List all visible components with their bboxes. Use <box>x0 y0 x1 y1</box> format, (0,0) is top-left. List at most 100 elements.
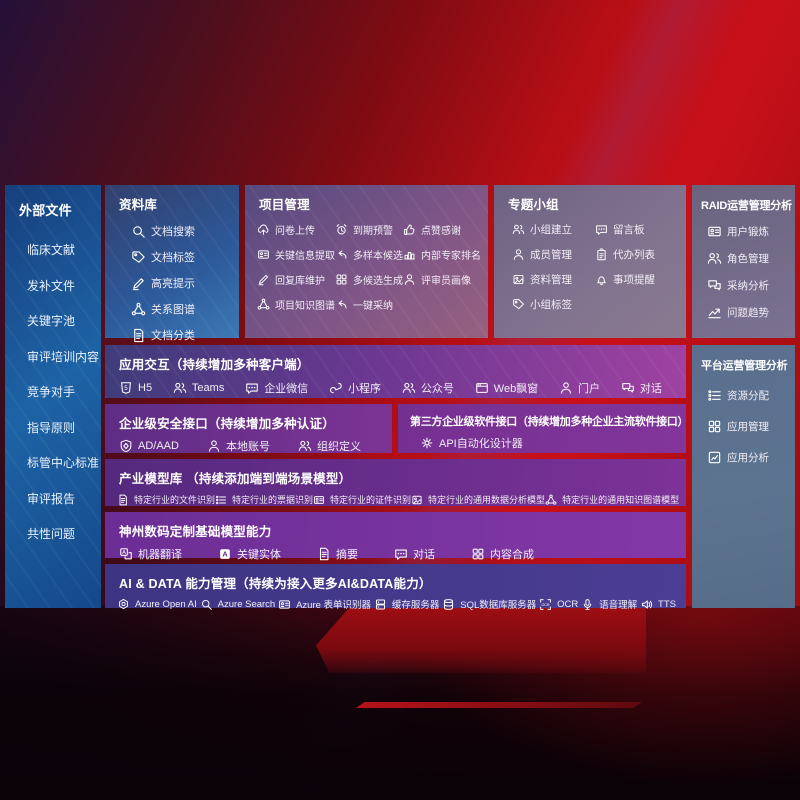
base-model-row: 神州数码定制基础模型能力 机器翻译 关键实体 摘要 对话 内容合成 <box>105 512 686 561</box>
list-item: 多样本候选 <box>335 247 403 262</box>
row-title: AI & DATA 能力管理（持续为接入更多AI&DATA能力） <box>119 577 432 591</box>
window-icon <box>475 381 489 395</box>
db-icon <box>442 598 455 611</box>
list-item: H5 <box>119 381 152 395</box>
list-item: 应用分析 <box>707 450 795 465</box>
list-item: 机器翻译 <box>119 546 182 562</box>
list-item: 特定行业的文件识别 <box>117 493 215 506</box>
sidebar-item: 关键字池 <box>27 314 76 328</box>
list-item: 一键采纳 <box>335 297 403 312</box>
doc-icon <box>131 328 146 343</box>
list-item: Azure Search <box>200 598 275 611</box>
search-icon <box>200 598 213 611</box>
list-item: 组织定义 <box>298 438 361 454</box>
list-item: TTS <box>640 598 676 611</box>
row-title: 应用交互（持续增加多种客户端） <box>119 358 310 372</box>
reply-icon <box>335 298 348 311</box>
list-item: 点赞感谢 <box>403 222 481 237</box>
list-item: 多候选生成 <box>335 272 403 287</box>
row-title: 产业模型库 （持续添加端到端场景模型） <box>119 472 352 486</box>
search-icon <box>131 224 146 239</box>
list-item: API自动化设计器 <box>420 435 523 451</box>
list-item: 特定行业的证件识别 <box>313 493 411 506</box>
abox-icon <box>218 547 232 561</box>
grid-icon <box>707 419 722 434</box>
grid-icon <box>471 547 485 561</box>
chat-icon <box>595 223 608 236</box>
grid-icon <box>335 273 348 286</box>
card-icon <box>313 494 325 506</box>
chartbox-icon <box>707 450 722 465</box>
list-item: 企业微信 <box>245 380 308 396</box>
topic-group-panel: 专题小组 小组建立 留言板 成员管理 代办列表 资料管理 <box>494 185 686 338</box>
h5-icon <box>119 381 133 395</box>
list-item: 内部专家排名 <box>403 247 481 262</box>
list-item: 语音理解 <box>581 597 637 611</box>
chat2-icon <box>621 381 635 395</box>
card-icon <box>707 224 722 239</box>
curve-icon <box>329 381 343 395</box>
panel-title: 资料库 <box>119 198 158 212</box>
sidebar-item: 发补文件 <box>27 278 76 293</box>
list-item: 小程序 <box>329 380 381 396</box>
reply-icon <box>335 248 348 261</box>
external-files-panel: 外部文件 临床文献 发补文件 关键字池 审评培训内容 竞争对手 指导原则 标管中… <box>5 185 101 608</box>
list-item: 对话 <box>394 546 435 562</box>
list-item: SQL数据库服务器 <box>442 597 536 611</box>
clipboard-icon <box>595 248 608 261</box>
pen-icon <box>257 273 270 286</box>
net-icon <box>131 302 146 317</box>
list-item: 问卷上传 <box>257 222 335 237</box>
list-item: 事项提醒 <box>595 272 678 287</box>
ai-data-row: AI & DATA 能力管理（持续为接入更多AI&DATA能力） Azure O… <box>105 564 686 611</box>
chat2-icon <box>707 278 722 293</box>
list-item: 到期预警 <box>335 222 403 237</box>
list-item: 项目知识图谱 <box>257 297 335 312</box>
app-interaction-row: 应用交互（持续增加多种客户端） H5 Teams 企业微信 小程序 公众号 <box>105 345 686 398</box>
list-item: 资源分配 <box>707 388 795 403</box>
people-icon <box>512 223 525 236</box>
sidebar-item: 临床文献 <box>27 243 76 257</box>
people-icon <box>707 251 722 266</box>
person-icon <box>207 439 221 453</box>
list-item: 摘要 <box>317 546 358 562</box>
list-item: 特定行业的通用知识图谱模型 <box>545 493 679 506</box>
list-item: 留言板 <box>595 222 678 237</box>
platform-analysis-panel: 平台运营管理分析 资源分配 应用管理 应用分析 <box>692 345 795 608</box>
list-item: 文档分类 <box>131 327 239 343</box>
pen-icon <box>131 276 146 291</box>
sidebar-item: 竞争对手 <box>27 385 76 399</box>
tag-icon <box>131 250 146 265</box>
red-streak <box>356 702 642 708</box>
person-icon <box>403 273 416 286</box>
list-item: 资料管理 <box>512 272 595 287</box>
translate-icon <box>119 547 133 561</box>
people-icon <box>298 439 312 453</box>
people-icon <box>173 381 187 395</box>
list-item: 门户 <box>559 380 600 396</box>
sidebar-item: 共性问题 <box>27 527 76 541</box>
chart-icon <box>707 305 722 320</box>
sidebar-item: 审评报告 <box>27 491 76 506</box>
list-item: Azure Open AI <box>117 598 197 611</box>
card-icon <box>278 598 291 611</box>
list-item: 小组标签 <box>512 297 595 312</box>
panel-title: 平台运营管理分析 <box>701 360 788 372</box>
podium-icon <box>403 248 416 261</box>
panel-title: 外部文件 <box>19 203 72 218</box>
list-item: Web飘窗 <box>475 380 538 396</box>
list-item: 高亮提示 <box>131 275 239 291</box>
list-item: Teams <box>173 381 224 395</box>
list-item: 文档搜索 <box>131 223 239 239</box>
thirdparty-interface-panel: 第三方企业级软件接口（持续增加多种企业主流软件接口） API自动化设计器 <box>398 404 689 453</box>
security-interface-panel: 企业级安全接口（持续增加多种认证） AD/AAD 本地账号 组织定义 <box>105 404 392 453</box>
people-icon <box>402 381 416 395</box>
list-item: 特定行业的通用数据分析模型 <box>411 493 545 506</box>
album-icon <box>512 273 525 286</box>
list-item: 本地账号 <box>207 438 270 454</box>
row-title: 企业级安全接口（持续增加多种认证） <box>119 417 335 431</box>
list-item: AD/AAD <box>119 439 179 453</box>
row-title: 第三方企业级软件接口（持续增加多种企业主流软件接口） <box>410 416 689 428</box>
repository-panel: 资料库 文档搜索 文档标签 高亮提示 关系图谱 文档分类 <box>105 185 239 342</box>
